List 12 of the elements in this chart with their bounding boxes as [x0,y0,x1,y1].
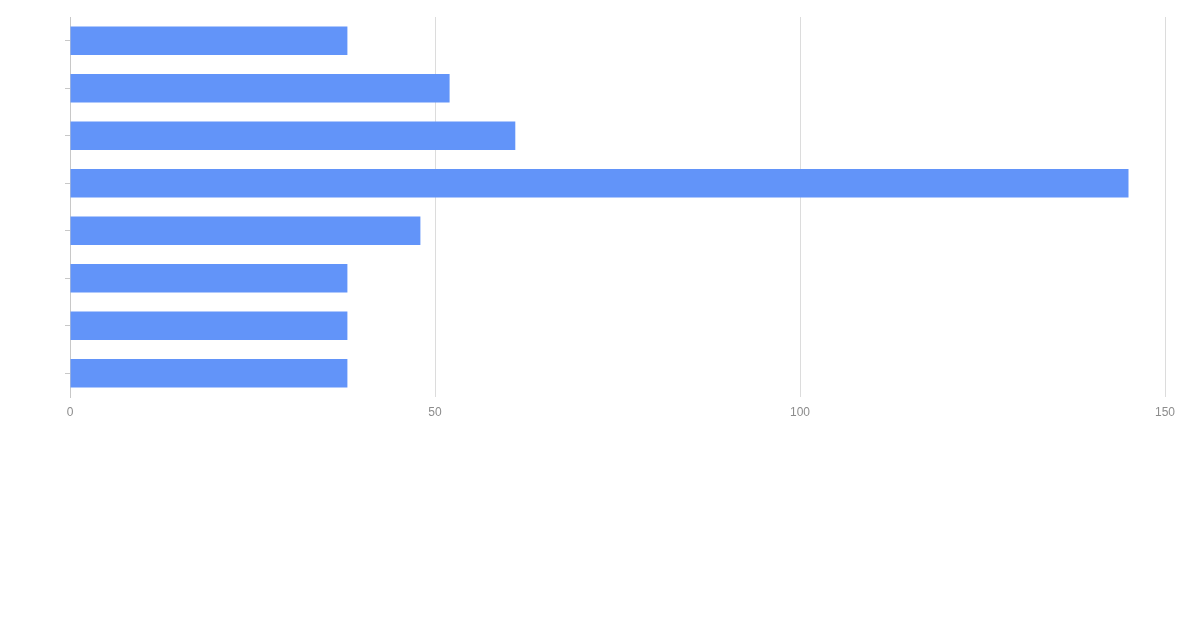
bar [70,359,348,388]
x-tick-label: 0 [66,404,74,419]
x-tick-label: 150 [1154,404,1176,419]
bar [70,169,1129,198]
bar [70,74,450,103]
x-tick-label: 100 [789,404,811,419]
bar [70,26,348,55]
bar [70,121,516,150]
x-tick-label: 50 [428,404,442,419]
bar [70,216,421,245]
bar [70,264,348,293]
bar [70,311,348,340]
